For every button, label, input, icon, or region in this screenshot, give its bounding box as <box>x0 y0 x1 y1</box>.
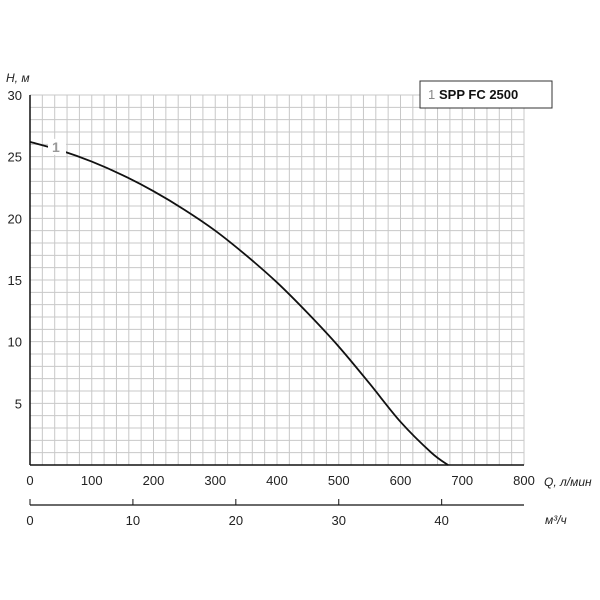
x2-tick-label: 40 <box>434 513 448 528</box>
y-tick-label: 20 <box>8 211 22 226</box>
legend-box <box>419 80 553 109</box>
x2-tick-label: 0 <box>26 513 33 528</box>
x2-axis-title: м³/ч <box>545 513 567 527</box>
legend-series-number: 1 <box>428 87 435 102</box>
x-tick-label: 700 <box>451 473 473 488</box>
x-axis-title: Q, л/мин <box>544 475 592 489</box>
legend: 1 SPP FC 2500 <box>419 80 553 109</box>
y-axis-title: H, м <box>6 71 30 85</box>
y-tick-label: 5 <box>15 396 22 411</box>
curve-label-background <box>48 138 66 155</box>
tick-labels: 0 100 200 300 400 500 600 700 800 0 10 20 30 40 5 10 15 2… <box>8 88 535 528</box>
y-tick-label: 15 <box>8 273 22 288</box>
y-tick-label: 25 <box>8 150 22 165</box>
x2-tick-label: 20 <box>229 513 243 528</box>
x-tick-label: 200 <box>143 473 165 488</box>
grid <box>30 94 525 465</box>
y-tick-label: 30 <box>8 88 22 103</box>
x-tick-label: 800 <box>513 473 535 488</box>
x-tick-label: 400 <box>266 473 288 488</box>
x-tick-label: 0 <box>26 473 33 488</box>
y-tick-label: 10 <box>8 335 22 350</box>
x-tick-label: 300 <box>204 473 226 488</box>
x-tick-label: 500 <box>328 473 350 488</box>
series-curve-1 <box>29 141 449 466</box>
x-tick-label: 600 <box>390 473 412 488</box>
x2-tick-label: 10 <box>126 513 140 528</box>
series-layer: 1 <box>29 138 449 466</box>
x-tick-label: 100 <box>81 473 103 488</box>
curve-label-1: 1 <box>52 139 60 155</box>
legend-series-name: SPP FC 2500 <box>439 87 518 102</box>
x2-tick-label: 30 <box>332 513 346 528</box>
